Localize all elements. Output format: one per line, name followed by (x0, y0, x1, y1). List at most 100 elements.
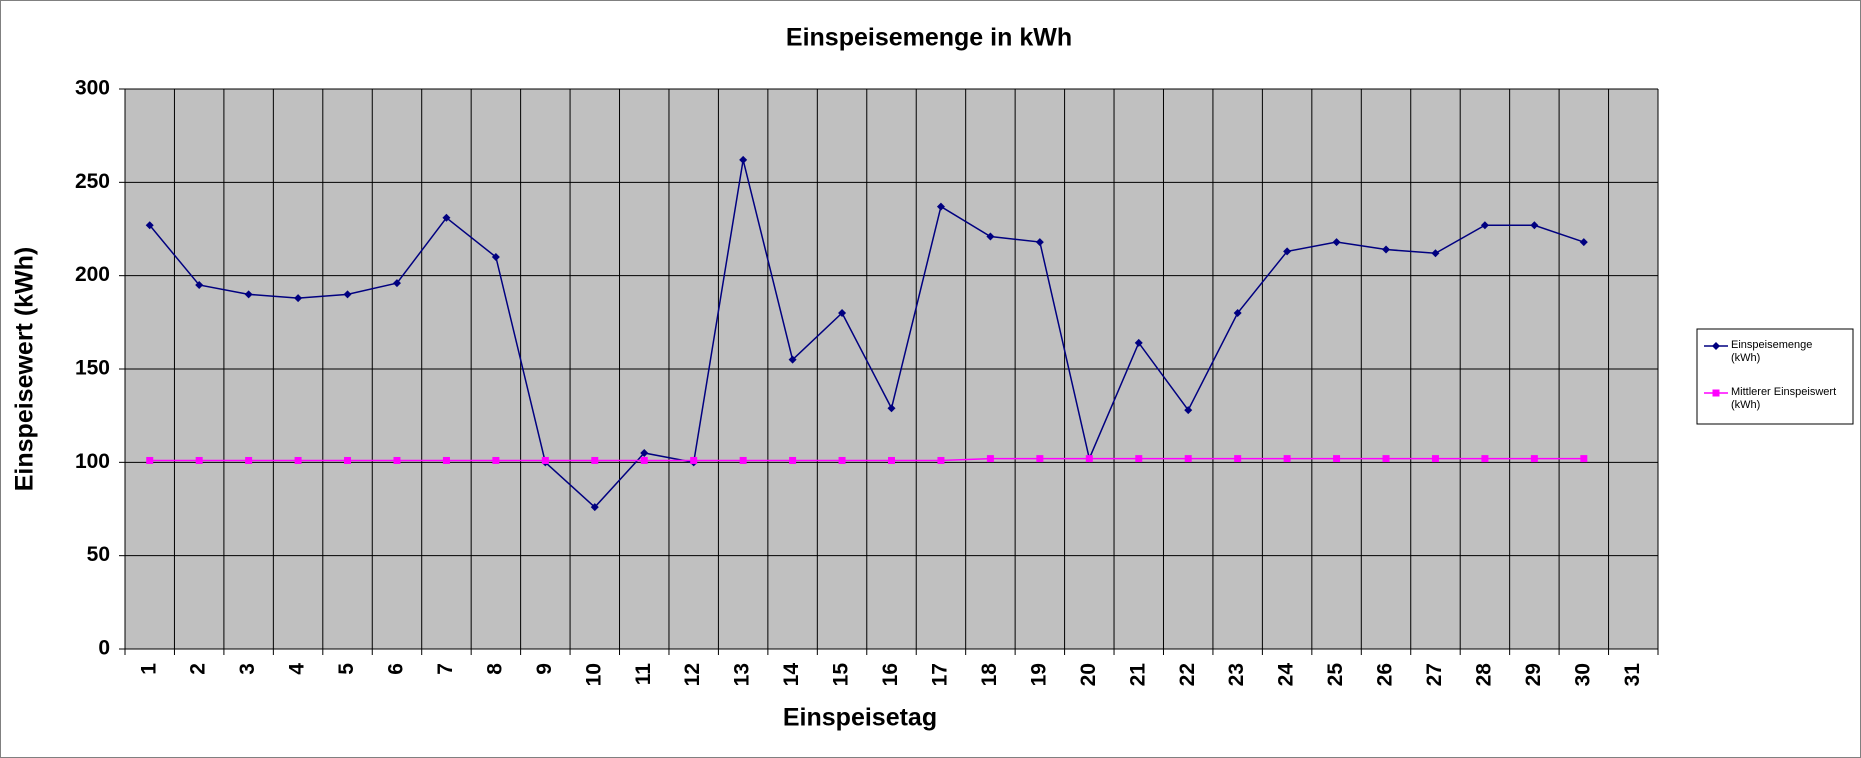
legend-marker (1712, 389, 1720, 397)
data-point (986, 455, 994, 463)
y-tick-label: 50 (87, 543, 110, 566)
data-point (343, 290, 352, 299)
x-tick-label: 31 (1621, 663, 1644, 687)
chart-title: Einspeisemenge in kWh (786, 24, 1072, 52)
data-point (739, 456, 747, 464)
data-point (838, 456, 846, 464)
data-point (789, 456, 797, 464)
series-line (149, 159, 1585, 509)
data-point (145, 221, 154, 230)
x-tick-label: 9 (533, 663, 556, 675)
x-tick-label: 13 (731, 663, 754, 686)
x-tick-label: 7 (434, 663, 457, 675)
data-point (195, 456, 203, 464)
x-tick-label: 29 (1522, 663, 1545, 686)
x-tick-label: 19 (1027, 663, 1050, 686)
x-tick-label: 14 (780, 663, 803, 687)
data-point (739, 155, 748, 164)
data-point (294, 294, 303, 303)
data-point (1332, 238, 1341, 247)
data-point (245, 456, 253, 464)
data-point (888, 456, 895, 464)
x-tick-label: 28 (1472, 663, 1495, 687)
x-tick-label: 26 (1374, 663, 1397, 686)
data-point (1481, 455, 1489, 463)
data-point (294, 456, 302, 464)
data-point (442, 456, 450, 464)
data-point (590, 503, 599, 512)
data-point (640, 456, 648, 464)
y-tick-label: 0 (98, 637, 110, 660)
x-tick-label: 10 (582, 663, 605, 686)
data-point (1283, 247, 1292, 256)
data-point (1035, 238, 1044, 247)
x-tick-label: 25 (1324, 663, 1347, 687)
x-tick-label: 20 (1077, 663, 1100, 686)
data-point (195, 281, 204, 289)
data-point (442, 213, 451, 222)
x-tick-label: 5 (335, 663, 358, 675)
x-tick-label: 3 (236, 663, 259, 675)
data-point (1580, 455, 1588, 463)
legend-marker (1712, 342, 1720, 350)
data-point (591, 456, 599, 464)
data-point (640, 449, 649, 457)
x-tick-label: 30 (1571, 663, 1594, 686)
data-point (492, 456, 500, 464)
data-point (1184, 455, 1192, 463)
series-line (149, 457, 1584, 462)
data-point (491, 253, 500, 261)
x-tick-label: 12 (681, 663, 704, 686)
x-tick-label: 27 (1423, 663, 1446, 686)
legend-label: Mittlerer Einspeiswert (kWh) (1731, 386, 1837, 411)
data-point (393, 456, 401, 464)
legend-label-box: Mittlerer Einspeiswert (kWh) (1731, 386, 1837, 411)
data-point (1480, 221, 1489, 230)
y-tick-label: 150 (75, 357, 110, 380)
data-point (1431, 249, 1440, 258)
x-tick-label: 4 (286, 663, 309, 675)
y-tick-label: 200 (75, 263, 110, 286)
x-tick-label: 18 (978, 663, 1001, 687)
data-point (1036, 455, 1044, 463)
data-point (344, 456, 352, 464)
data-point (936, 202, 945, 211)
x-tick-label: 17 (928, 663, 951, 686)
data-point (986, 232, 995, 241)
data-point (1333, 455, 1341, 463)
x-tick-label: 22 (1176, 663, 1199, 686)
x-tick-label: 6 (385, 663, 408, 675)
legend (1696, 328, 1854, 425)
data-point (541, 456, 549, 464)
x-tick-label: 8 (483, 663, 506, 675)
data-point (1234, 455, 1242, 463)
data-point (887, 404, 896, 413)
data-point (1283, 455, 1291, 463)
data-point (937, 456, 945, 464)
data-point (1431, 455, 1439, 463)
data-point (788, 355, 797, 364)
data-point (690, 456, 698, 464)
data-point (1233, 309, 1242, 317)
data-point (146, 456, 154, 464)
data-point (1382, 245, 1391, 254)
data-point (1134, 338, 1143, 347)
x-tick-label: 15 (830, 663, 853, 687)
x-tick-label: 16 (879, 663, 902, 686)
data-point (1530, 221, 1539, 230)
data-point (1135, 455, 1143, 463)
data-point (1184, 406, 1193, 415)
x-tick-label: 1 (137, 663, 160, 675)
data-point (1085, 455, 1093, 463)
legend-label-box: Einspeisemenge (kWh) (1731, 339, 1812, 364)
data-point (392, 279, 401, 288)
x-tick-label: 24 (1275, 663, 1298, 687)
x-tick-label: 11 (632, 663, 655, 686)
data-point (838, 309, 847, 317)
x-tick-label: 21 (1126, 663, 1149, 687)
y-tick-label: 300 (75, 77, 110, 100)
y-axis-title: Einspeisewert (kWh) (11, 247, 39, 492)
x-tick-label: 2 (187, 663, 210, 675)
x-axis-title: Einspeisetag (783, 704, 937, 732)
data-point (244, 290, 253, 299)
